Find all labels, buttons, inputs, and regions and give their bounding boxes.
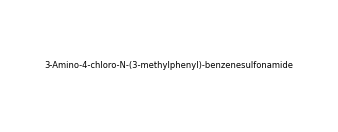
Text: 3-Amino-4-chloro-N-(3-methylphenyl)-benzenesulfonamide: 3-Amino-4-chloro-N-(3-methylphenyl)-benz… (45, 62, 293, 70)
